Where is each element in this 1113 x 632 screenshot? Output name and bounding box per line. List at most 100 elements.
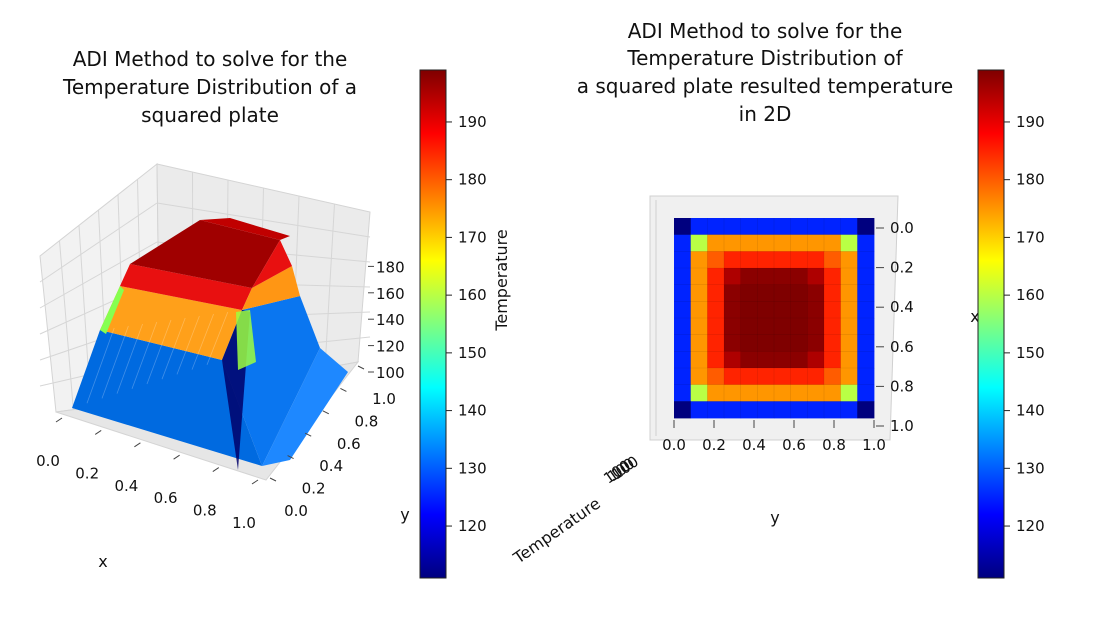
heatmap-cell — [857, 218, 875, 236]
surface-z-tick-label: 160 — [376, 285, 405, 303]
heatmap-cell — [724, 351, 742, 369]
heatmap-cell — [674, 234, 692, 252]
heatmap-cell — [757, 251, 775, 269]
heatmap-cell — [674, 351, 692, 369]
heatmap-title-line-3: a squared plate resulted temperature — [577, 74, 953, 98]
surface-plateau-edge — [200, 218, 290, 240]
colorbar-tick-label: 150 — [458, 344, 487, 362]
heatmap-cell — [674, 401, 692, 419]
heatmap-cell — [840, 284, 858, 302]
heatmap-cell — [807, 251, 825, 269]
heatmap-cell — [740, 218, 758, 236]
heatmap-cell — [824, 268, 842, 286]
colorbar-tick-label: 170 — [1016, 228, 1045, 246]
heatmap-cell — [674, 251, 692, 269]
heatmap-cell — [690, 384, 708, 402]
surface-mesh-line — [116, 323, 143, 394]
heatmap-cells — [674, 218, 875, 419]
heatmap-cell — [724, 368, 742, 386]
heatmap-cell — [857, 268, 875, 286]
heatmap-cell — [774, 218, 792, 236]
heatmap-y-tick-label: 0.2 — [890, 259, 914, 277]
surface-x-tick — [55, 417, 63, 423]
heatmap-cell — [707, 234, 725, 252]
surface-x-tick — [212, 467, 220, 473]
heatmap-cell — [857, 251, 875, 269]
heatmap-cell — [707, 401, 725, 419]
heatmap-cell — [724, 234, 742, 252]
heatmap-cell — [757, 301, 775, 319]
heatmap-x-ticks: 0.0 0.2 0.4 0.6 0.8 1.0 — [662, 420, 886, 454]
colorbar-tick-label: 160 — [458, 286, 487, 304]
heatmap-cell — [740, 401, 758, 419]
surface-y-tick — [357, 365, 365, 370]
surface-mesh-line — [131, 321, 158, 389]
heatmap-cell — [707, 284, 725, 302]
colorbar-tick-label: 170 — [458, 228, 487, 246]
heatmap-cell — [674, 384, 692, 402]
heatmap-title-line-4: in 2D — [739, 102, 792, 126]
heatmap-y-tick-label: 0.6 — [890, 338, 914, 356]
surface-y-tick-label: 0.2 — [302, 480, 326, 498]
surface-x-tick-label: 0.8 — [193, 502, 217, 520]
heatmap-cell — [690, 268, 708, 286]
heatmap-x-tick-label: 0.8 — [822, 436, 846, 454]
heatmap-cell — [824, 284, 842, 302]
heatmap-cell — [857, 401, 875, 419]
heatmap-cell — [774, 251, 792, 269]
surface-front-wall — [72, 330, 262, 466]
colorbar-tick-label: 150 — [1016, 344, 1045, 362]
heatmap-cell — [857, 384, 875, 402]
colorbar-tick-label: 140 — [458, 402, 487, 420]
colorbar-tick-label: 130 — [1016, 459, 1045, 477]
surface-right-band-orange — [242, 266, 300, 310]
heatmap-z-label: Temperature — [509, 494, 604, 568]
heatmap-cell — [840, 368, 858, 386]
heatmap-cell — [807, 234, 825, 252]
surface-mesh-line — [86, 327, 115, 404]
heatmap-cell — [724, 401, 742, 419]
heatmap-x-tick-label: 0.4 — [742, 436, 766, 454]
heatmap-y-tick-label: 0.8 — [890, 377, 914, 395]
heatmap-cell — [690, 218, 708, 236]
heatmap-cell — [707, 218, 725, 236]
heatmap-cell — [757, 368, 775, 386]
heatmap-cell — [840, 251, 858, 269]
heatmap-cell — [674, 368, 692, 386]
surface-green-left — [100, 286, 124, 334]
heatmap-y-tick-label: 0.4 — [890, 298, 914, 316]
heatmap-cell — [807, 384, 825, 402]
surface-x-tick — [134, 442, 141, 448]
heatmap-cell — [757, 284, 775, 302]
surface-mesh-line — [191, 313, 214, 370]
surface-chart: ADI Method to solve for the Temperature … — [36, 47, 511, 571]
heatmap-cell — [790, 268, 808, 286]
heatmap-cell — [740, 368, 758, 386]
colorbar-right: 120 130 140 150 160 170 180 190 — [977, 69, 1045, 579]
heatmap-cell — [690, 401, 708, 419]
heatmap-cell — [757, 218, 775, 236]
heatmap-cell — [840, 318, 858, 336]
heatmap-cell — [790, 368, 808, 386]
heatmap-cell — [857, 318, 875, 336]
heatmap-cell — [690, 234, 708, 252]
heatmap-cell — [807, 218, 825, 236]
surface-x-label: x — [98, 552, 107, 571]
surface-y-tick — [304, 432, 312, 437]
surface-gridline — [156, 202, 371, 238]
heatmap-x-tick-label: 0.2 — [702, 436, 726, 454]
heatmap-cell — [707, 368, 725, 386]
heatmap-cell — [757, 401, 775, 419]
surface-y-tick-label: 0.0 — [284, 502, 308, 520]
heatmap-cell — [674, 334, 692, 352]
heatmap-cell — [707, 351, 725, 369]
colorbar-right-ticks: 120 130 140 150 160 170 180 190 — [1004, 113, 1045, 535]
colorbar-tick-label: 160 — [1016, 286, 1045, 304]
surface-gridline — [39, 202, 158, 283]
heatmap-cell — [857, 234, 875, 252]
heatmap-cell — [757, 351, 775, 369]
surface-right-foot — [262, 348, 348, 466]
heatmap-cell — [824, 351, 842, 369]
heatmap-cell — [707, 268, 725, 286]
heatmap-chart: ADI Method to solve for the Temperature … — [509, 19, 980, 568]
